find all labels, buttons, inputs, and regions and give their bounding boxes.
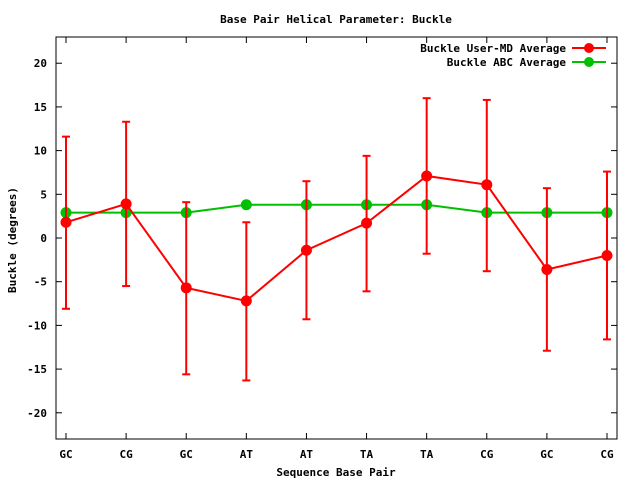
x-tick-label: TA [360,448,374,461]
x-tick-label: CG [119,448,133,461]
x-tick-label: CG [480,448,494,461]
y-axis-label: Buckle (degrees) [6,187,19,293]
legend-marker [584,57,594,67]
x-axis-label: Sequence Base Pair [276,466,396,479]
y-tick-label: 5 [40,188,47,201]
plot-area-border [55,36,618,440]
data-point [240,199,252,211]
x-tick-label: AT [300,448,314,461]
data-point [361,217,373,229]
data-point [60,216,72,228]
chart-title: Base Pair Helical Parameter: Buckle [220,13,452,26]
x-tick-label: AT [240,448,254,461]
y-tick-label: 15 [34,101,47,114]
series-1 [60,199,613,219]
y-tick-label: -5 [34,276,47,289]
data-point [481,179,493,191]
x-tick-label: TA [420,448,434,461]
y-tick-label: 20 [34,57,47,70]
series-line [65,174,608,303]
legend-label: Buckle ABC Average [447,56,567,69]
series-layer [60,97,613,382]
y-tick-label: -20 [27,407,47,420]
x-axis-ticks: GC CG GC AT AT TA TA CG GC CG [59,37,614,461]
data-point [180,282,192,294]
data-point [120,198,132,210]
y-tick-label: -15 [27,363,47,376]
data-point [421,170,433,182]
x-tick-label: GC [540,448,553,461]
y-tick-label: 10 [34,145,47,158]
x-tick-label: CG [600,448,614,461]
series-0 [60,97,613,382]
data-point [300,244,312,256]
legend-marker [584,43,594,53]
y-axis-ticks: -20 -15 -10 -5 0 5 10 15 20 [27,57,617,420]
x-tick-label: GC [59,448,72,461]
series-line [66,203,607,214]
data-point [601,249,613,261]
y-tick-label: 0 [40,232,47,245]
x-tick-label: GC [180,448,193,461]
legend-label: Buckle User-MD Average [420,42,566,55]
data-point [541,263,553,275]
y-tick-label: -10 [27,319,47,332]
data-point [240,295,252,307]
